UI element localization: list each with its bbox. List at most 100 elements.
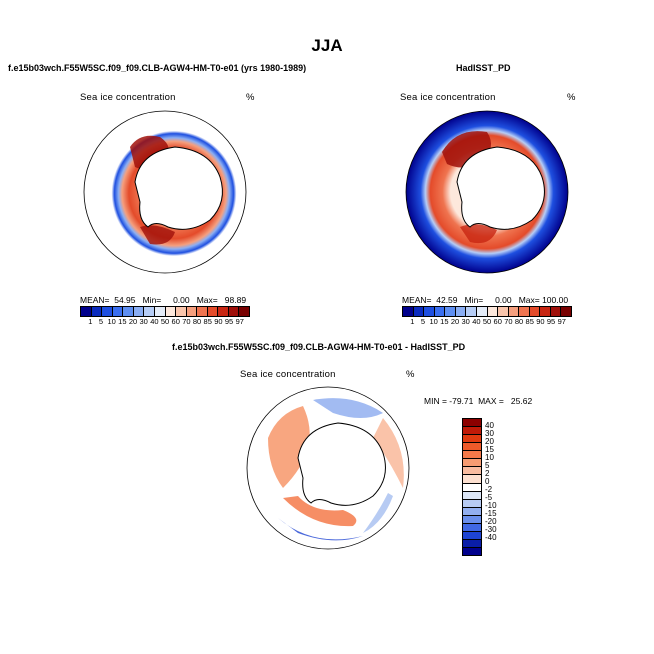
diff-stats: MIN = -79.71 MAX = 25.62 — [424, 396, 533, 406]
colorbar-swatch — [218, 307, 229, 316]
colorbar-tick-label: 0 — [485, 477, 490, 486]
diff-colorbar — [462, 418, 482, 556]
obs-units-label: % — [567, 92, 576, 103]
diff-polar-map — [246, 386, 410, 550]
colorbar-tick-label: 90 — [214, 317, 223, 326]
figure-title: JJA — [311, 36, 343, 55]
colorbar-tick-label: 85 — [203, 317, 212, 326]
colorbar-swatch — [424, 307, 435, 316]
colorbar-tick-label: 20 — [450, 317, 460, 326]
colorbar-tick-label: 90 — [536, 317, 545, 326]
obs-stats: MEAN= 42.59 Min= 0.00 Max= 100.00 — [402, 295, 569, 305]
colorbar-tick-label: -2 — [485, 485, 493, 494]
colorbar-swatch — [154, 307, 166, 316]
colorbar-tick-label: -20 — [485, 517, 497, 526]
colorbar-swatch — [466, 307, 477, 316]
colorbar-swatch — [91, 307, 103, 316]
colorbar-swatch — [463, 515, 481, 524]
colorbar-swatch — [176, 307, 187, 316]
obs-variable-label: Sea ice concentration — [400, 92, 496, 103]
colorbar-swatch — [197, 307, 208, 316]
colorbar-swatch — [519, 307, 530, 316]
model-polar-map — [83, 110, 247, 274]
colorbar-tick-label: 5 — [98, 317, 104, 326]
colorbar-swatch — [207, 307, 219, 316]
colorbar-tick-label: -5 — [485, 493, 493, 502]
colorbar-swatch — [186, 307, 198, 316]
colorbar-tick-label: 60 — [493, 317, 502, 326]
colorbar-tick-label: 10 — [429, 317, 438, 326]
colorbar-swatch — [228, 307, 240, 316]
colorbar-tick-label: 85 — [525, 317, 534, 326]
colorbar-swatch — [540, 307, 551, 316]
colorbar-swatch — [123, 307, 134, 316]
colorbar-swatch — [529, 307, 541, 316]
colorbar-tick-label: 2 — [485, 469, 490, 478]
colorbar-swatch — [463, 499, 481, 508]
colorbar-swatch — [165, 307, 177, 316]
colorbar-swatch — [463, 539, 481, 548]
colorbar-tick-label: 50 — [160, 317, 170, 326]
colorbar-swatch — [102, 307, 113, 316]
colorbar-swatch — [463, 451, 481, 460]
colorbar-swatch — [144, 307, 155, 316]
colorbar-swatch — [403, 307, 414, 316]
colorbar-tick-label: 95 — [224, 317, 234, 326]
model-stats: MEAN= 54.95 Min= 0.00 Max= 98.89 — [80, 295, 247, 305]
colorbar-swatch — [476, 307, 488, 316]
colorbar-tick-label: 15 — [485, 445, 494, 454]
model-colorbar: 1 5 10 15 20 30 40 50 60 70 80 85 90 95 97 — [80, 306, 250, 326]
colorbar-tick-label: 1 — [410, 317, 415, 326]
colorbar-swatch — [463, 548, 481, 556]
colorbar-tick-label: 20 — [485, 437, 494, 446]
colorbar-swatch — [550, 307, 562, 316]
colorbar-swatch — [463, 475, 481, 484]
colorbar-swatch — [487, 307, 499, 316]
colorbar-tick-label: 97 — [235, 317, 244, 326]
diff-units-label: % — [406, 369, 415, 380]
colorbar-tick-label: 1 — [88, 317, 93, 326]
diff-colorbar-labels: 40 30 20 15 10 5 2 0 -2 -5 -10 -15 -20 -30 -40 — [485, 418, 515, 554]
colorbar-swatch — [463, 491, 481, 500]
colorbar-swatch — [133, 307, 145, 316]
colorbar-tick-label: 30 — [485, 429, 494, 438]
colorbar-tick-label: 5 — [420, 317, 426, 326]
colorbar-tick-label: 10 — [107, 317, 116, 326]
colorbar-swatch — [498, 307, 509, 316]
diff-variable-label: Sea ice concentration — [240, 369, 336, 380]
colorbar-swatch — [463, 419, 481, 428]
colorbar-tick-label: 15 — [118, 317, 127, 326]
colorbar-swatch — [561, 307, 571, 316]
colorbar-tick-label: 10 — [485, 453, 494, 462]
obs-subtitle: HadISST_PD — [456, 63, 511, 73]
colorbar-tick-label: -10 — [485, 501, 497, 510]
colorbar-tick-label: -15 — [485, 509, 497, 518]
colorbar-swatch — [112, 307, 124, 316]
colorbar-tick-label: 5 — [485, 461, 490, 470]
colorbar-tick-label: 80 — [192, 317, 202, 326]
colorbar-swatch — [445, 307, 456, 316]
colorbar-swatch — [81, 307, 92, 316]
colorbar-swatch — [463, 467, 481, 476]
colorbar-swatch — [434, 307, 446, 316]
colorbar-tick-label: 30 — [139, 317, 148, 326]
colorbar-tick-label: 60 — [171, 317, 180, 326]
colorbar-tick-label: 15 — [440, 317, 449, 326]
colorbar-tick-label: 95 — [546, 317, 556, 326]
colorbar-swatch — [508, 307, 520, 316]
obs-polar-map — [405, 110, 569, 274]
colorbar-swatch — [455, 307, 467, 316]
colorbar-tick-label: 80 — [514, 317, 524, 326]
colorbar-swatch — [463, 459, 481, 468]
colorbar-tick-label: 40 — [472, 317, 481, 326]
model-units-label: % — [246, 92, 255, 103]
colorbar-swatch — [463, 427, 481, 436]
model-variable-label: Sea ice concentration — [80, 92, 176, 103]
colorbar-tick-label: 70 — [504, 317, 513, 326]
colorbar-swatch — [463, 483, 481, 492]
colorbar-swatch — [463, 507, 481, 516]
colorbar-tick-label: 40 — [150, 317, 159, 326]
obs-colorbar: 1 5 10 15 20 30 40 50 60 70 80 85 90 95 97 — [402, 306, 572, 326]
diff-subtitle: f.e15b03wch.F55W5SC.f09_f09.CLB-AGW4-HM-… — [172, 342, 466, 352]
colorbar-tick-label: 40 — [485, 421, 494, 430]
